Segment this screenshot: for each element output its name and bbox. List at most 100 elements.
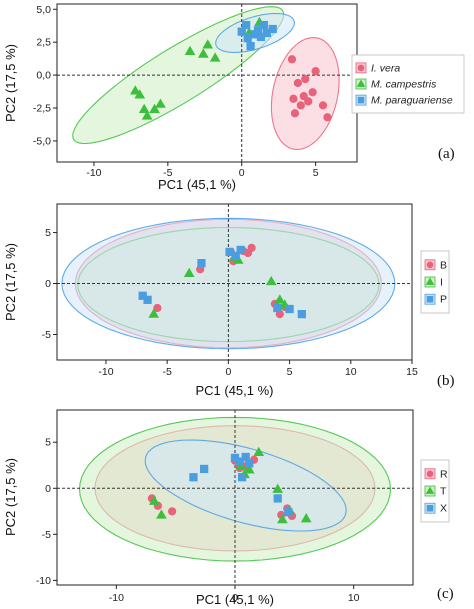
x-tick-label: -5	[163, 167, 172, 179]
data-point	[241, 452, 250, 462]
y-tick-label: -10	[36, 575, 51, 587]
plot-frame	[56, 203, 413, 361]
data-point	[243, 34, 252, 43]
data-point	[256, 32, 266, 42]
data-point	[200, 464, 209, 474]
data-point	[274, 294, 286, 304]
data-point	[243, 464, 255, 474]
data-point	[167, 507, 177, 516]
data-point	[293, 78, 303, 88]
data-point	[297, 309, 306, 319]
data-point	[277, 513, 288, 524]
y-tick-label: 0	[45, 278, 51, 290]
plot-area	[57, 4, 357, 162]
y-tick-label: 0	[45, 483, 51, 495]
legend-marker	[426, 295, 434, 303]
legend: RTX	[420, 459, 450, 523]
x-tick-label: 0	[232, 592, 238, 604]
legend-box	[351, 54, 465, 114]
data-point	[308, 88, 317, 97]
data-point	[134, 89, 146, 99]
x-tick-label: 5	[313, 167, 319, 179]
chart-panel-3: -10 0 10 -10 -5 0 5 PC1 (45,1 %) PC2 (17,5 %) (c)…	[3, 409, 454, 607]
x-tick-label: 5	[287, 366, 293, 378]
data-point	[287, 55, 297, 64]
data-point	[273, 303, 282, 313]
data-point	[268, 24, 277, 34]
data-point	[153, 303, 162, 313]
data-point	[284, 508, 293, 517]
legend-label: M. campestris	[371, 79, 437, 91]
x-tick-label: -5	[163, 366, 172, 378]
legend-label: T	[440, 486, 447, 498]
data-point	[323, 113, 332, 122]
data-point	[296, 101, 305, 110]
data-point	[259, 20, 269, 30]
y-tick-label: 2,5	[36, 37, 51, 49]
legend-marker	[357, 64, 365, 72]
data-point	[148, 308, 160, 318]
data-point	[197, 48, 209, 58]
legend-marker	[356, 79, 366, 87]
legend-label: B	[440, 259, 447, 271]
chart-panel-2: -10 -5 0 5 10 15 -5 0 5 PC1 (45,1 %) PC2 (17,5 %) (…	[3, 203, 455, 398]
data-point	[262, 28, 271, 38]
x-tick-label: -10	[98, 366, 113, 378]
panel-label: (b)	[437, 373, 455, 389]
legend-marker	[425, 486, 435, 494]
x-tick-label: -10	[86, 167, 101, 179]
panel-label: (c)	[437, 586, 454, 602]
data-point	[304, 97, 313, 106]
x-tick-label: 15	[406, 366, 418, 378]
y-tick-label: -2,5	[33, 103, 51, 115]
data-point	[143, 295, 152, 304]
panel-label: (a)	[438, 146, 455, 162]
plot-area	[57, 410, 413, 585]
x-axis-label: PC1 (45,1 %)	[196, 592, 274, 607]
legend-marker	[426, 470, 434, 478]
data-point	[311, 67, 320, 76]
data-point	[235, 457, 244, 466]
data-point	[209, 52, 221, 62]
data-point	[290, 109, 300, 118]
legend-marker	[425, 277, 435, 285]
data-point	[253, 446, 265, 457]
y-tick-label: -5,0	[33, 135, 51, 147]
data-point	[149, 103, 160, 113]
chart-panel-1: -10 -5 0 5 -5,0 -2,5 0,0 2,5 5,0 PC1 (45,1 %) PC2 …	[3, 3, 465, 192]
data-point	[189, 473, 198, 482]
y-tick-label: -5	[42, 329, 51, 341]
y-axis-label: PC2 (17,5 %)	[3, 458, 18, 536]
legend-marker	[426, 504, 434, 512]
data-point	[245, 459, 254, 468]
data-point	[289, 94, 298, 103]
data-point	[231, 251, 240, 261]
data-point	[246, 42, 255, 51]
y-tick-label: 5	[45, 227, 51, 239]
data-point	[202, 39, 214, 49]
data-point	[265, 275, 277, 286]
data-point	[237, 473, 247, 482]
data-point	[301, 74, 310, 84]
legend-label: X	[440, 503, 447, 515]
y-tick-label: 5,0	[36, 4, 51, 16]
plot-area	[57, 204, 412, 360]
legend-label: R	[440, 468, 448, 480]
x-axis-label: PC1 (45,1 %)	[158, 177, 236, 192]
data-point	[184, 45, 196, 56]
data-point	[141, 110, 153, 120]
data-point	[183, 267, 195, 277]
x-tick-label: 0	[239, 167, 245, 179]
data-point	[197, 259, 206, 268]
data-point	[242, 20, 251, 30]
x-axis-label: PC1 (45,1 %)	[195, 383, 273, 398]
x-tick-label: 10	[348, 592, 360, 604]
data-point	[225, 247, 234, 257]
legend-label: I. vera	[371, 62, 400, 74]
data-point	[138, 103, 150, 113]
confidence-ellipse	[144, 439, 347, 532]
y-axis-label: PC2 (17,5 %)	[3, 243, 18, 321]
data-point	[230, 453, 240, 463]
data-point	[129, 85, 141, 95]
